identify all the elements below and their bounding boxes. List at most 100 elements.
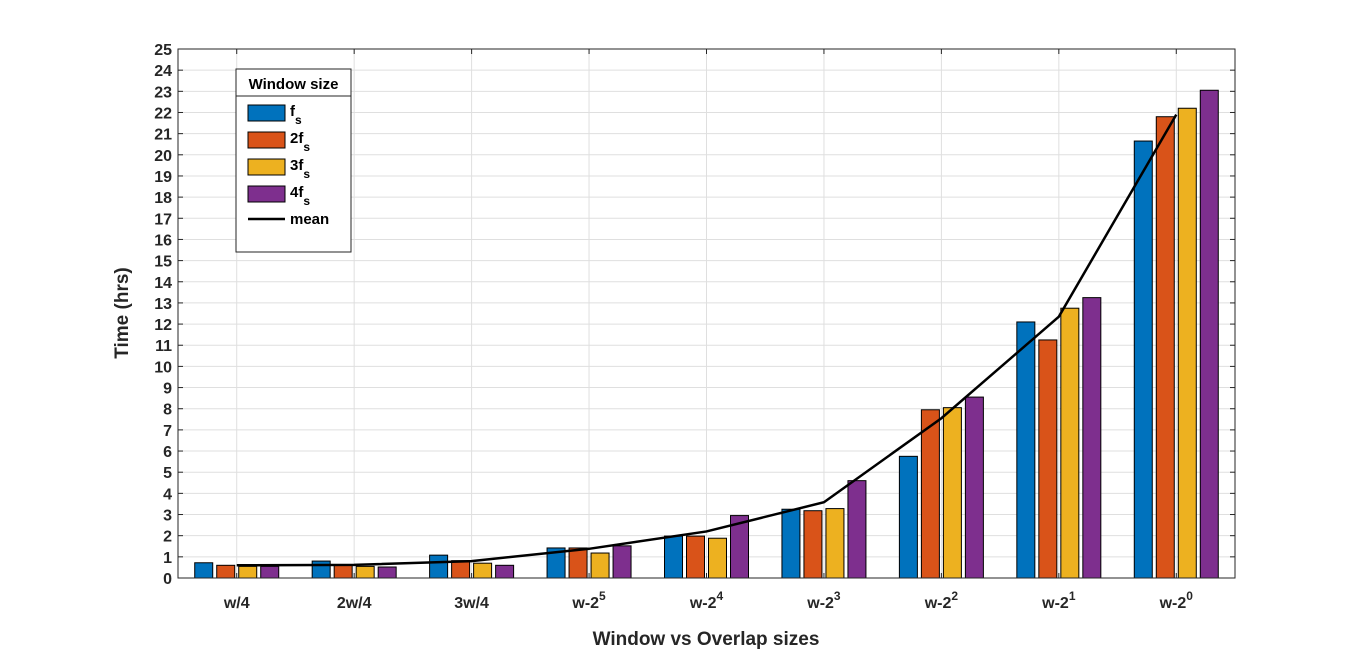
y-tick-label: 0 (163, 571, 172, 588)
y-tick-label: 25 (154, 42, 172, 59)
grid (178, 48, 1235, 579)
bar-fs-8 (1133, 140, 1153, 579)
bar-2fs-7 (1038, 339, 1058, 579)
legend-label-subscript: s (303, 167, 310, 181)
x-tick-label-exponent: 5 (599, 589, 606, 603)
legend-swatch-fs (247, 104, 286, 122)
bar-4fs-5 (847, 480, 867, 579)
x-axis-title: Window vs Overlap sizes (593, 629, 820, 650)
bar-4fs-1 (377, 566, 397, 579)
y-tick-label: 4 (163, 486, 172, 503)
y-tick-label: 23 (154, 84, 172, 101)
x-ticks: w/4 2w/4 3w/4 w-25 w-24 w-23 w-22 w-21 w-20 (223, 49, 1193, 612)
legend-swatch-4fs (247, 185, 286, 203)
bar-3fs-4 (708, 537, 727, 579)
y-tick-label: 20 (154, 148, 172, 165)
bar-fs-5 (781, 508, 801, 579)
x-tick-label-base: w-2 (806, 595, 834, 612)
legend-label: 4fs (290, 184, 310, 208)
bar-4fs-3 (612, 545, 632, 579)
bar-4fs-7 (1082, 297, 1102, 579)
x-tick-label: w-24 (689, 589, 724, 612)
legend-label-name: 2f (290, 130, 304, 147)
bar-4fs-6 (964, 396, 984, 579)
y-tick-label: 15 (154, 254, 172, 271)
bar-2fs-1 (333, 564, 353, 579)
x-tick-label: 3w/4 (454, 595, 489, 612)
y-tick-label: 3 (163, 508, 172, 525)
x-tick-label: w-22 (924, 589, 959, 612)
bar-3fs-7 (1060, 307, 1080, 579)
bar-2fs-4 (686, 535, 705, 579)
bar-3fs-3 (590, 552, 610, 579)
bar-fs-0 (194, 562, 214, 579)
x-tick-label-base: w-2 (924, 595, 952, 612)
mean-line (236, 113, 1178, 567)
legend-label-name: f (290, 103, 296, 120)
bar-4fs-0 (260, 565, 280, 579)
y-tick-label: 5 (163, 465, 172, 482)
bar-2fs-6 (920, 409, 940, 579)
x-tick-label-base: w-2 (689, 595, 717, 612)
x-tick-label: w-25 (571, 589, 606, 612)
y-tick-label: 10 (154, 359, 172, 376)
y-tick-label: 24 (154, 63, 172, 80)
y-tick-label: 12 (154, 317, 172, 334)
x-tick-label-base: w-2 (1159, 595, 1187, 612)
x-tick-label: 2w/4 (337, 595, 372, 612)
x-tick-label-exponent: 3 (834, 589, 841, 603)
y-tick-label: 16 (154, 232, 172, 249)
bar-3fs-1 (355, 565, 375, 579)
bar-2fs-8 (1155, 116, 1175, 579)
x-tick-label-base: 2w/4 (337, 595, 372, 612)
bar-3fs-0 (238, 565, 258, 579)
x-tick-label-base: 3w/4 (454, 595, 489, 612)
bars (194, 89, 1219, 579)
legend-label-subscript: s (303, 194, 310, 208)
y-tick-label: 21 (154, 127, 172, 144)
bar-fs-4 (664, 535, 683, 579)
legend-label: 2fs (290, 130, 310, 154)
x-tick-label-exponent: 1 (1069, 589, 1076, 603)
x-tick-label: w-20 (1159, 589, 1194, 612)
x-tick-label-base: w-2 (571, 595, 599, 612)
y-tick-label: 18 (154, 190, 172, 207)
y-tick-label: 2 (163, 529, 172, 546)
legend-label-subscript: s (303, 140, 310, 154)
legend-swatch-3fs (247, 158, 286, 176)
bar-4fs-2 (495, 564, 515, 579)
legend-swatch-2fs (247, 131, 286, 149)
legend-label-name: 4f (290, 184, 304, 201)
y-axis-title: Time (hrs) (112, 267, 133, 359)
x-tick-label-exponent: 4 (716, 589, 723, 603)
y-tick-label: 13 (154, 296, 172, 313)
y-tick-label: 22 (154, 105, 172, 122)
y-tick-label: 14 (154, 275, 172, 292)
bar-fs-6 (898, 455, 918, 579)
legend-title: Window size (249, 76, 339, 93)
x-tick-label-exponent: 2 (951, 589, 958, 603)
y-tick-label: 17 (154, 211, 172, 228)
bar-2fs-0 (216, 564, 236, 579)
y-tick-label: 6 (163, 444, 172, 461)
y-tick-label: 11 (155, 338, 172, 355)
x-tick-label: w/4 (223, 595, 250, 612)
y-tick-label: 8 (163, 402, 172, 419)
legend-label-mean: mean (290, 211, 329, 228)
bar-4fs-8 (1199, 89, 1219, 579)
y-tick-label: 9 (163, 381, 172, 398)
y-ticks: 0123456789101112131415161718192021222324… (154, 42, 1235, 588)
x-tick-label-base: w-2 (1041, 595, 1069, 612)
x-tick-label-base: w/4 (223, 595, 250, 612)
bar-fs-1 (311, 560, 331, 579)
legend-label-name: 3f (290, 157, 304, 174)
bar-3fs-5 (825, 508, 845, 579)
x-tick-label-exponent: 0 (1186, 589, 1193, 603)
bar-fs-2 (429, 554, 449, 579)
legend-label: fs (290, 103, 302, 127)
bar-3fs-2 (473, 562, 493, 579)
y-tick-label: 19 (154, 169, 172, 186)
